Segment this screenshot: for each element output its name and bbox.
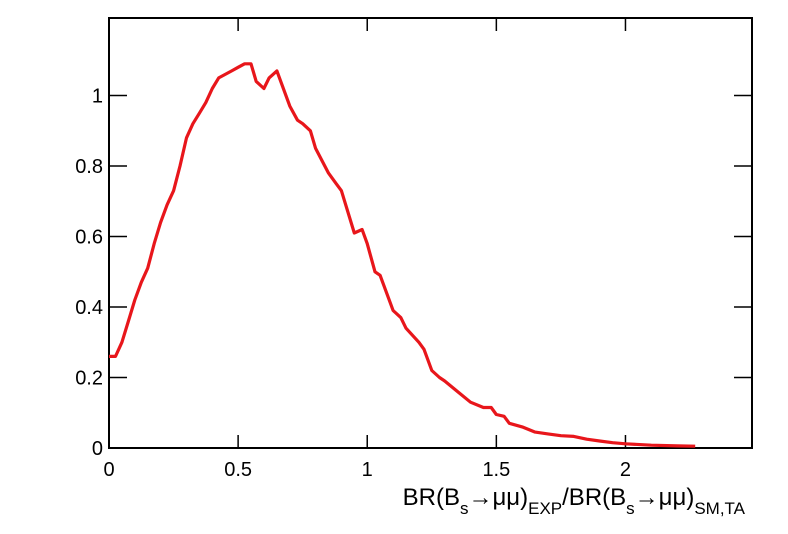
x-axis-label-part: /BR(B bbox=[562, 484, 626, 511]
x-axis-label-part: BR(B bbox=[403, 484, 460, 511]
y-tick-label: 0.2 bbox=[75, 368, 103, 390]
x-axis-label-subscript: SM,TA bbox=[694, 499, 745, 518]
x-tick-label: 2 bbox=[620, 459, 631, 481]
x-axis-label-subscript: s bbox=[626, 499, 635, 518]
y-tick-label: 0.8 bbox=[75, 156, 103, 178]
x-axis-label-subscript: s bbox=[460, 499, 469, 518]
x-axis-label-part: →μμ) bbox=[635, 484, 695, 511]
x-axis-label: BR(Bs→μμ)EXP/BR(Bs→μμ)SM,TA bbox=[403, 484, 746, 518]
x-axis-label-part: →μμ) bbox=[468, 484, 528, 511]
y-tick-label: 0 bbox=[92, 438, 103, 460]
x-axis-label-subscript: EXP bbox=[528, 499, 562, 518]
data-line bbox=[109, 62, 696, 448]
x-tick-label: 0 bbox=[103, 459, 114, 481]
y-tick-label: 0.4 bbox=[75, 297, 103, 319]
x-tick-label: 1.5 bbox=[482, 459, 510, 481]
y-tick-label: 0.6 bbox=[75, 227, 103, 249]
plot-frame bbox=[108, 17, 753, 449]
x-tick-label: 0.5 bbox=[224, 459, 252, 481]
y-tick-label: 1 bbox=[92, 86, 103, 108]
x-tick-label: 1 bbox=[362, 459, 373, 481]
